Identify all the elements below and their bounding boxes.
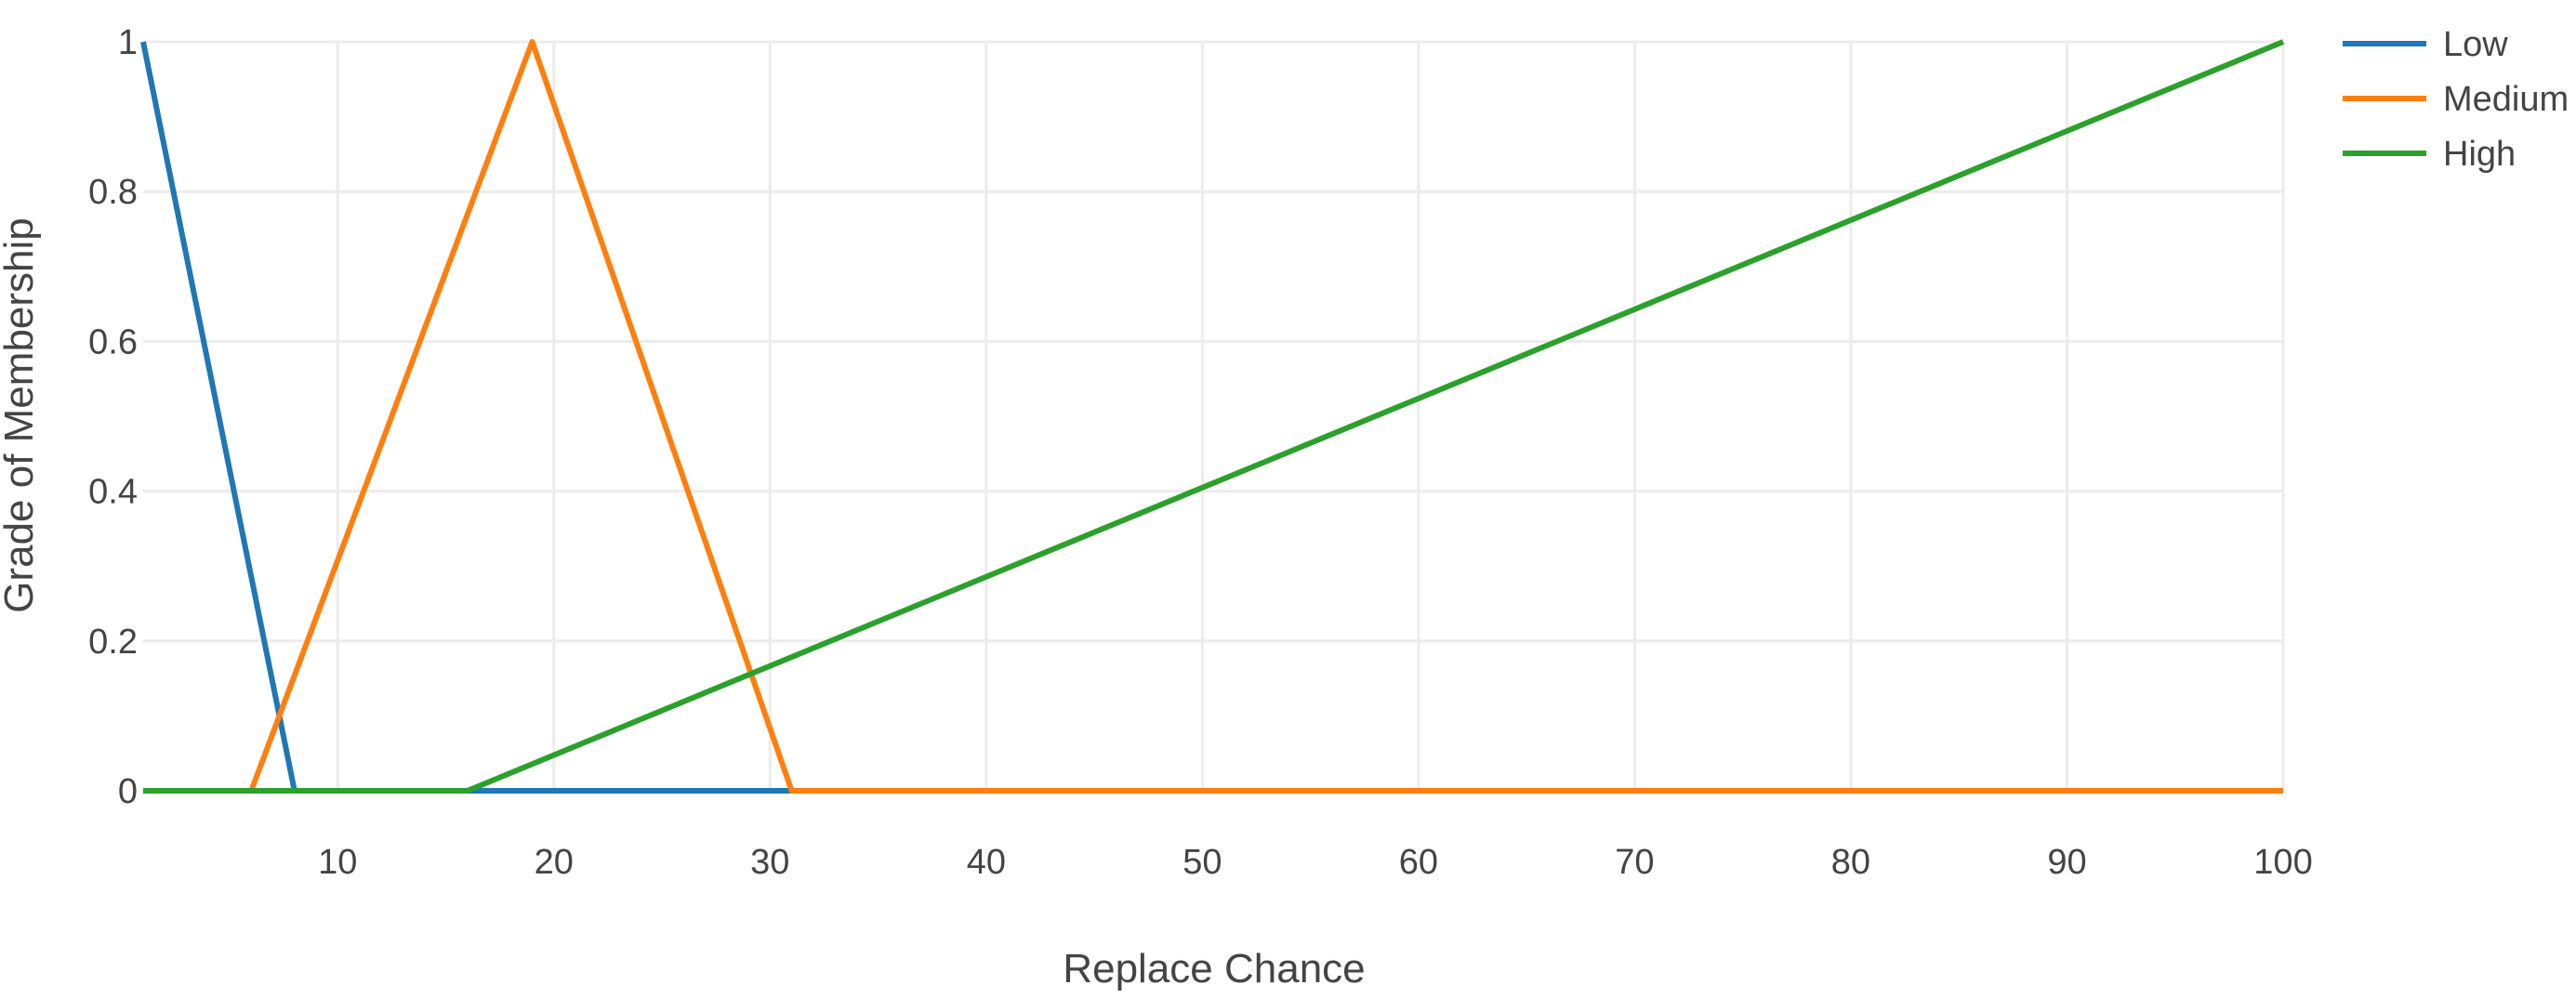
x-tick-label: 30 [750,843,789,882]
x-tick-label: 90 [2047,843,2086,882]
y-tick-label: 1 [118,23,138,62]
series-lines [140,39,2285,794]
x-tick-label: 70 [1615,843,1654,882]
series-line-high [143,39,2285,794]
x-tick-label: 20 [535,843,574,882]
series-line-low [140,41,2283,794]
series-line-medium [143,39,2283,794]
legend-label: High [2443,135,2516,174]
legend-item-medium[interactable]: Medium [2343,80,2569,119]
x-tick-label: 60 [1399,843,1438,882]
grid [143,40,2285,791]
y-axis-title: Grade of Membership [0,217,42,613]
x-axis-ticks: 10 20 30 40 50 60 70 80 90 100 [318,843,2313,882]
legend-label: Low [2443,25,2508,64]
legend-label: Medium [2443,80,2569,119]
x-tick-label: 10 [318,843,357,882]
y-axis-ticks: 0 0.2 0.4 0.6 0.8 1 [88,23,138,811]
legend[interactable]: Low Medium High [2343,25,2569,174]
x-tick-label: 40 [967,843,1006,882]
y-tick-label: 0.6 [88,322,138,361]
x-tick-label: 80 [1831,843,1870,882]
x-tick-label: 50 [1182,843,1222,882]
y-tick-label: 0.4 [88,473,138,512]
y-tick-label: 0 [118,772,138,811]
x-axis-title: Replace Chance [1063,946,1365,991]
legend-item-low[interactable]: Low [2343,25,2508,64]
y-tick-label: 0.2 [88,623,138,662]
y-tick-label: 0.8 [88,173,138,212]
x-tick-label: 100 [2253,843,2312,882]
legend-item-high[interactable]: High [2343,135,2516,174]
